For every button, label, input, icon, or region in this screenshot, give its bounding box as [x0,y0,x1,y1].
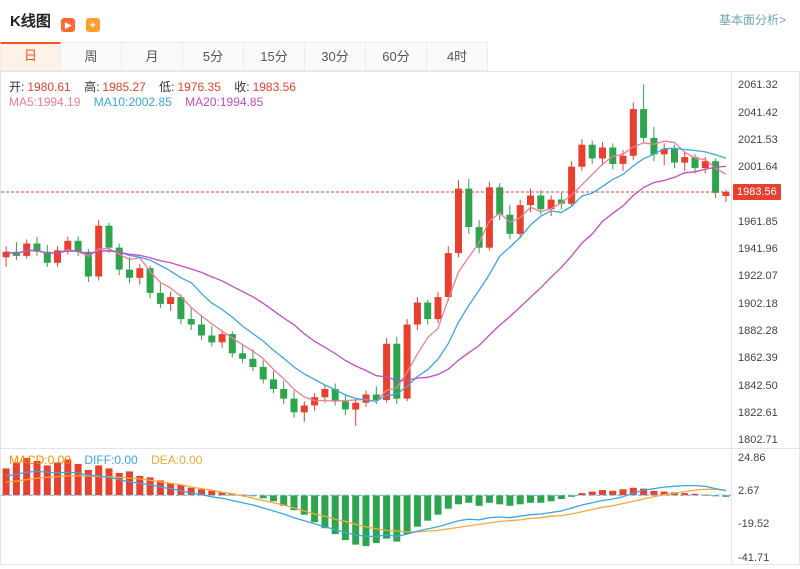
macd-axis-label: -19.52 [738,518,770,530]
price-axis-label: 1941.96 [738,243,778,255]
price-axis-label: 1882.28 [738,325,778,337]
ma10-label: MA10: [93,95,129,109]
panel-divider [1,448,799,449]
ma10-value: 2002.85 [128,95,172,109]
price-axis-label: 1961.85 [738,216,778,228]
hot-icon: ✦ [85,18,100,32]
timeframe-tab-60分[interactable]: 60分 [366,42,427,71]
megaphone-icon: ▶ [61,18,76,32]
ma20-value: 1994.85 [219,95,264,109]
high-label: 高: [84,80,100,94]
timeframe-tab-周[interactable]: 周 [61,42,122,71]
ma5-value: 1994.19 [37,95,81,109]
price-axis-label: 1862.39 [738,352,778,364]
candlestick-chart[interactable] [1,72,731,448]
price-axis-label: 2021.53 [738,134,778,146]
macd-value: 0.00 [47,453,72,467]
page-header: K线图 ▶ ✦ 基本面分析> [0,0,800,42]
macd-legend: MACD:0.00 DIFF:0.00 DEA:0.00 [9,453,202,467]
macd-axis-label: 24.86 [738,452,766,464]
timeframe-tabs: 日周月 5分 15分 30分 60分 4时 [0,42,800,71]
timeframe-tab-30分[interactable]: 30分 [305,42,366,71]
macd-axis-label: 2.67 [738,485,760,497]
high-value: 1985.27 [102,80,146,94]
low-label: 低: [159,80,175,94]
price-axis-label: 2001.64 [738,161,778,173]
macd-axis-label: -41.71 [738,552,770,564]
timeframe-tab-15分[interactable]: 15分 [244,42,305,71]
page-title: K线图 [10,13,51,30]
dea-label: DEA: [151,453,180,467]
close-label: 收: [234,80,250,94]
diff-value: 0.00 [114,453,138,467]
timeframe-tab-月[interactable]: 月 [122,42,183,71]
open-value: 1980.61 [27,80,71,94]
macd-chart[interactable] [1,449,731,564]
fundamental-analysis-link[interactable]: 基本面分析> [718,13,786,27]
current-price-tag: 1983.56 [733,184,781,200]
price-axis-label: 2061.32 [738,79,778,91]
price-axis-label: 1842.50 [738,380,778,392]
ma-legend: MA5:1994.19 MA10:2002.85 MA20:1994.85 [9,95,263,109]
chart-container: 开: 1980.61 高: 1985.27 低: 1976.35 收: 1983.56 … [0,71,800,565]
open-label: 开: [9,80,25,94]
low-value: 1976.35 [177,80,221,94]
ohlc-info: 开: 1980.61 高: 1985.27 低: 1976.35 收: 1983.56 [9,78,306,95]
dea-value: 0.00 [179,453,203,467]
diff-label: DIFF: [84,453,115,467]
price-axis-label: 1802.71 [738,434,778,446]
timeframe-tab-日[interactable]: 日 [0,42,61,71]
price-axis: 1983.56 2061.32 2041.42 2021.53 2001.64 1961… [731,72,797,564]
macd-label: MACD: [9,453,48,467]
close-value: 1983.56 [252,80,296,94]
price-axis-label: 2041.42 [738,107,778,119]
ma5-label: MA5: [9,95,38,109]
price-axis-label: 1822.61 [738,407,778,419]
ma20-label: MA20: [185,95,220,109]
timeframe-tab-4时[interactable]: 4时 [427,42,488,71]
price-axis-label: 1922.07 [738,270,778,282]
timeframe-tab-5分[interactable]: 5分 [183,42,244,71]
price-axis-label: 1902.18 [738,298,778,310]
